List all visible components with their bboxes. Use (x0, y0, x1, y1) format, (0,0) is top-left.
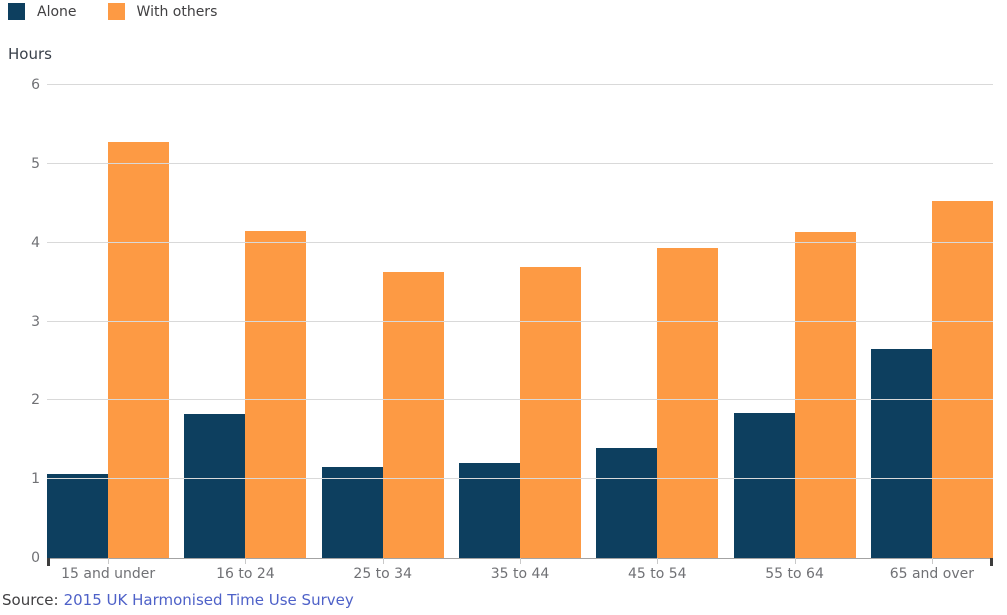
y-tick-label-6: 6 (31, 77, 40, 93)
legend-item-with-others: With others (107, 3, 218, 20)
bar-alone-25-to-34 (321, 467, 383, 558)
bar-alone-15-and-under (47, 473, 108, 558)
y-tick-label-3: 3 (31, 313, 40, 330)
legend-swatch-alone (8, 3, 25, 20)
bar-with-others-15-and-under (108, 141, 169, 558)
bar-group-15-and-under (47, 85, 169, 558)
plot-area: 0 1 2 3 4 5 6 15 and under 16 to 24 25 to 34 35 to… (31, 77, 993, 582)
legend-swatch-with-others (107, 3, 125, 20)
legend-label: Alone (37, 3, 77, 20)
bars-container (47, 85, 993, 558)
bar-group-65-and-over (870, 85, 993, 558)
x-tick-65-and-over (931, 558, 933, 564)
x-tick-35-to-44 (520, 558, 521, 564)
legend-label: With others (136, 3, 218, 20)
gridline-5 (47, 162, 993, 164)
y-tick-label-0: 0 (31, 550, 40, 566)
x-tick-label-15-and-under: 15 and under (61, 566, 156, 582)
bar-alone-55-to-64 (733, 412, 795, 558)
bar-with-others-45-to-54 (657, 248, 719, 558)
x-tick-25-to-34 (382, 558, 384, 564)
y-tick-label-1: 1 (31, 471, 40, 488)
bar-alone-16-to-24 (184, 413, 246, 558)
gridline-1 (47, 478, 993, 480)
y-axis-title: Hours (8, 45, 52, 63)
x-tick-16-to-24 (245, 558, 247, 564)
y-tick-label-4: 4 (31, 234, 40, 251)
chart-legend: Alone With others (8, 3, 217, 20)
bar-with-others-55-to-64 (794, 232, 856, 558)
end-tick-left (47, 558, 50, 566)
x-tick-55-to-64 (794, 558, 796, 564)
x-tick-label-16-to-24: 16 to 24 (216, 566, 275, 582)
bar-with-others-16-to-24 (245, 230, 307, 558)
bar-alone-65-and-over (870, 349, 932, 558)
x-tick-label-25-to-34: 25 to 34 (353, 566, 412, 582)
y-tick-label-5: 5 (31, 155, 40, 172)
bar-group-55-to-64 (733, 85, 856, 558)
bar-with-others-25-to-34 (382, 271, 444, 558)
x-tick-15-and-under (108, 558, 110, 564)
bar-alone-45-to-54 (596, 447, 658, 558)
gridline-2 (47, 399, 993, 401)
x-tick-label-35-to-44: 35 to 44 (490, 566, 550, 582)
source-link[interactable]: 2015 UK Harmonised Time Use Survey (63, 591, 354, 609)
bar-with-others-35-to-44 (519, 267, 581, 558)
x-tick-label-55-to-64: 55 to 64 (765, 566, 824, 582)
x-tick-label-65-and-over: 65 and over (889, 566, 974, 582)
bar-group-45-to-54 (596, 85, 719, 558)
legend-item-alone: Alone (8, 3, 77, 20)
bar-alone-35-to-44 (458, 463, 520, 558)
y-tick-label-2: 2 (31, 392, 40, 409)
bar-group-16-to-24 (184, 85, 307, 558)
gridline-3 (47, 320, 993, 322)
gridline-4 (47, 241, 993, 243)
bar-with-others-65-and-over (931, 200, 993, 558)
gridline-6 (47, 84, 993, 85)
x-tick-label-45-to-54: 45 to 54 (627, 566, 687, 582)
source-line: Source: 2015 UK Harmonised Time Use Surve… (2, 591, 354, 609)
source-prefix: Source: (2, 591, 59, 609)
x-tick-45-to-54 (657, 558, 659, 564)
bar-group-25-to-34 (321, 85, 444, 558)
bar-group-35-to-44 (458, 85, 581, 558)
end-tick-right (990, 558, 993, 566)
